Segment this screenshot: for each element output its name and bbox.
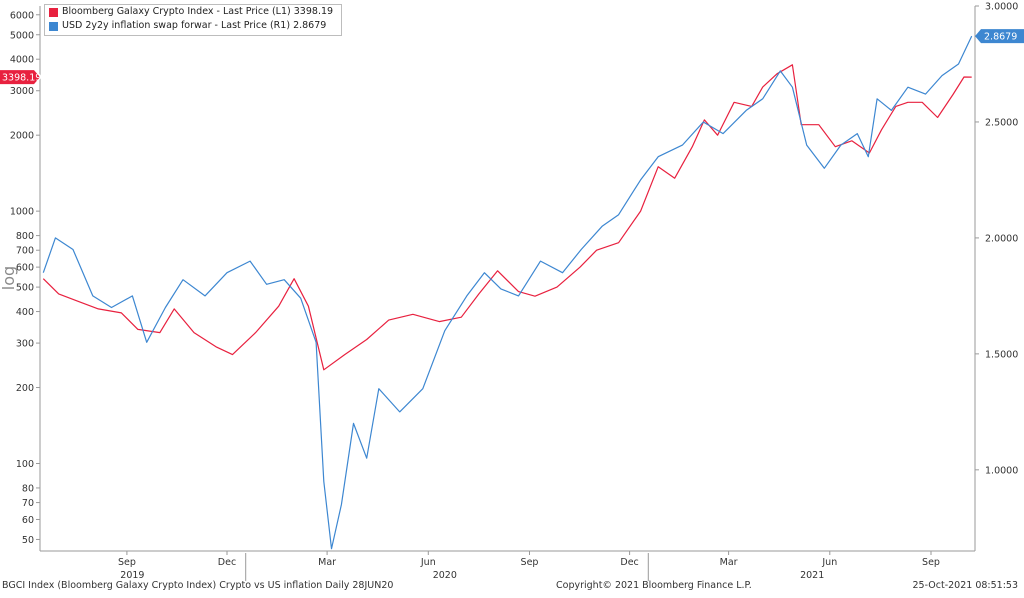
footer-description: BGCI Index (Bloomberg Galaxy Crypto Inde… <box>2 580 394 591</box>
footer-timestamp: 25-Oct-2021 08:51:53 <box>912 580 1019 591</box>
left-tick-label: 800 <box>16 231 34 242</box>
series-line-inflation <box>42 35 973 550</box>
x-tick-label: Mar <box>720 557 738 568</box>
left-tick-label: 3000 <box>10 86 34 97</box>
left-tick-label: 70 <box>22 498 34 509</box>
right-tick-label: 2.5000 <box>985 117 1018 128</box>
legend-label-inflation: USD 2y2y inflation swap forwar - Last Pr… <box>62 20 291 31</box>
left-tick-label: 4000 <box>10 55 34 66</box>
right-tick-label: 1.5000 <box>985 349 1018 360</box>
left-tick-label: 60 <box>22 515 34 526</box>
legend-value-crypto: 3398.19 <box>293 6 334 17</box>
left-axis-label: log <box>0 266 18 290</box>
last-value-tag-inflation <box>975 29 1024 44</box>
left-tick-label: 2000 <box>10 131 34 142</box>
chart-legend: Bloomberg Galaxy Crypto Index - Last Pri… <box>44 4 342 36</box>
x-tick-label: Dec <box>620 557 638 568</box>
left-tick-label: 700 <box>16 246 34 257</box>
x-tick-label: Sep <box>118 557 136 568</box>
last-value-label-inflation: 2.8679 <box>984 32 1017 43</box>
series-line-crypto <box>42 64 972 371</box>
x-tick-label: Sep <box>521 557 539 568</box>
footer-copyright: Copyright© 2021 Bloomberg Finance L.P. <box>556 580 752 591</box>
left-tick-label: 5000 <box>10 30 34 41</box>
legend-swatch-crypto <box>49 7 58 17</box>
last-value-label-crypto: 3398.19 <box>2 73 41 84</box>
left-tick-label: 400 <box>16 307 34 318</box>
x-year-label: 2019 <box>120 570 144 581</box>
left-tick-label: 200 <box>16 383 34 394</box>
x-year-label: 2021 <box>800 570 824 581</box>
left-tick-label: 500 <box>16 283 34 294</box>
x-year-label: 2020 <box>433 570 457 581</box>
legend-value-inflation: 2.8679 <box>293 20 327 31</box>
right-tick-label: 2.0000 <box>985 233 1018 244</box>
left-tick-label: 600 <box>16 263 34 274</box>
legend-entry-crypto: Bloomberg Galaxy Crypto Index - Last Pri… <box>45 5 341 19</box>
x-tick-label: Sep <box>922 557 940 568</box>
legend-label-crypto: Bloomberg Galaxy Crypto Index - Last Pri… <box>62 6 291 17</box>
x-tick-label: Mar <box>318 557 336 568</box>
left-tick-label: 1000 <box>10 207 34 218</box>
x-tick-label: Dec <box>218 557 236 568</box>
left-tick-label: 300 <box>16 339 34 350</box>
left-tick-label: 6000 <box>10 10 34 21</box>
legend-entry-inflation: USD 2y2y inflation swap forwar - Last Pr… <box>45 19 341 33</box>
right-tick-label: 3.0000 <box>985 2 1018 13</box>
x-tick-label: Jun <box>420 557 436 568</box>
left-tick-label: 100 <box>16 459 34 470</box>
last-value-tag-crypto <box>0 70 40 85</box>
right-tick-label: 1.0000 <box>985 465 1018 476</box>
left-tick-label: 50 <box>22 535 34 546</box>
x-tick-label: Jun <box>821 557 837 568</box>
legend-swatch-inflation <box>49 21 58 31</box>
left-tick-label: 80 <box>22 483 34 494</box>
